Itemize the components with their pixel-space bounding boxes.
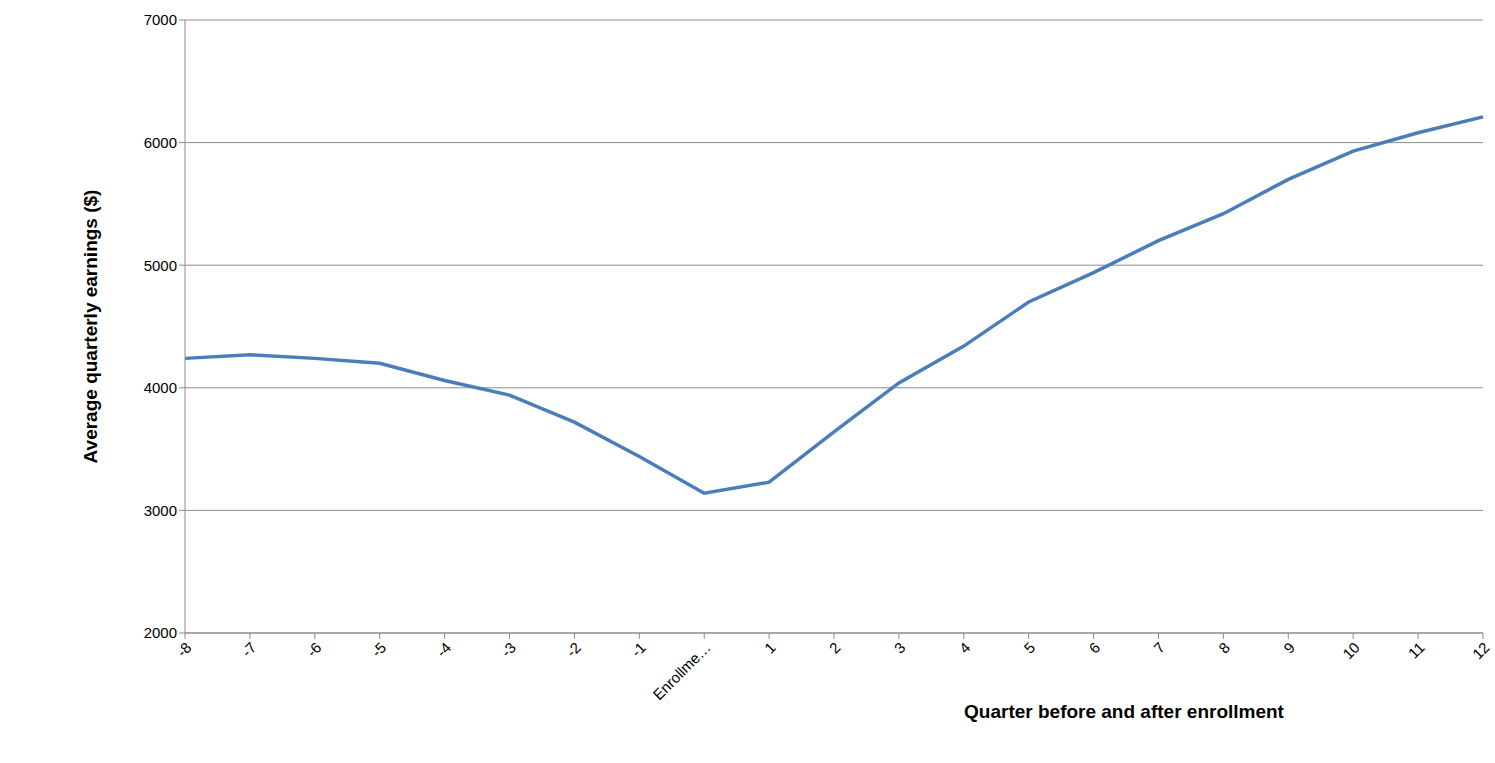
svg-text:Quarter before and after enrol: Quarter before and after enrollment [964,701,1285,722]
svg-text:-4: -4 [433,639,454,660]
svg-text:7: 7 [1150,639,1168,657]
svg-text:6: 6 [1085,639,1103,657]
svg-text:3: 3 [891,639,909,657]
svg-text:1: 1 [761,639,779,657]
svg-text:6000: 6000 [144,134,177,151]
svg-text:-7: -7 [238,639,259,660]
svg-text:8: 8 [1215,639,1233,657]
svg-text:-6: -6 [303,639,324,660]
svg-text:9: 9 [1280,639,1298,657]
svg-text:-2: -2 [563,639,584,660]
svg-text:-3: -3 [498,639,519,660]
svg-text:7000: 7000 [144,11,177,28]
svg-text:11: 11 [1405,639,1428,662]
svg-text:-5: -5 [368,639,389,660]
svg-text:12: 12 [1469,639,1493,663]
svg-text:3000: 3000 [144,502,177,519]
svg-text:2000: 2000 [144,624,177,641]
svg-text:4: 4 [956,639,974,657]
svg-text:4000: 4000 [144,379,177,396]
svg-text:Average quarterly earnings ($): Average quarterly earnings ($) [80,190,101,464]
svg-text:Enrollme…: Enrollme… [649,639,713,703]
svg-text:2: 2 [826,639,844,657]
svg-text:5000: 5000 [144,257,177,274]
svg-text:-8: -8 [173,639,194,660]
svg-text:10: 10 [1339,639,1363,663]
svg-text:-1: -1 [627,639,648,660]
svg-text:5: 5 [1020,639,1038,657]
